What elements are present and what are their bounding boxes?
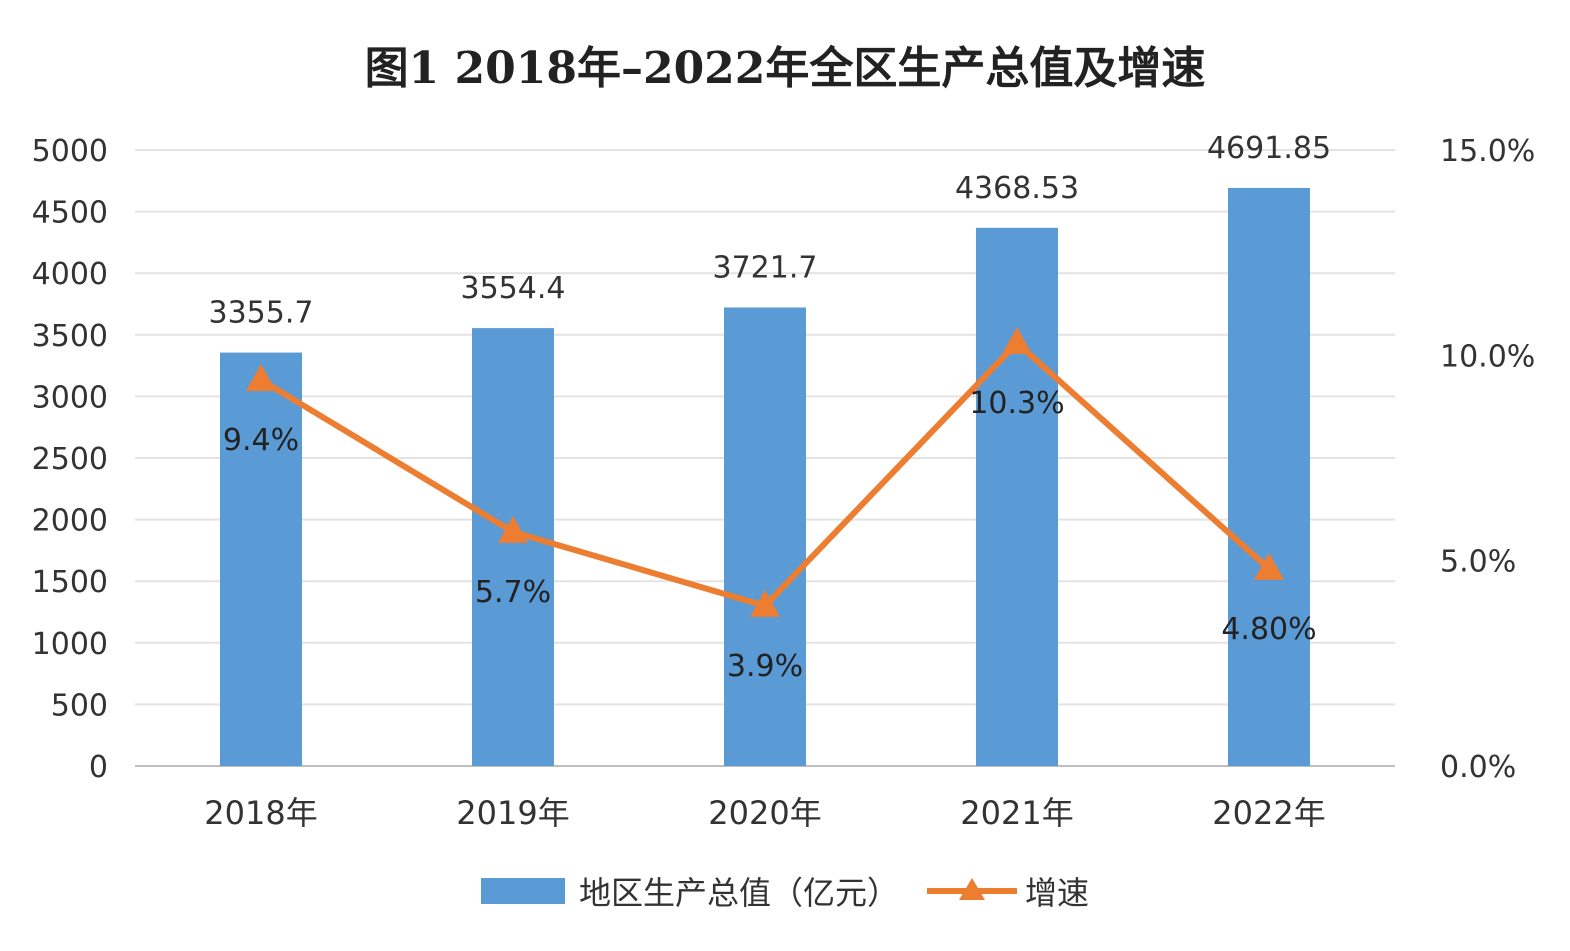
growth-marker xyxy=(1002,327,1032,355)
bar-data-label: 4368.53 xyxy=(955,171,1079,206)
bar-data-label: 3721.7 xyxy=(713,250,818,285)
y-right-tick-label: 10.0% xyxy=(1440,339,1535,374)
y-left-tick-label: 3000 xyxy=(32,380,108,415)
x-axis: 2018年 2019年 2020年 2021年 2022年 xyxy=(204,794,1325,832)
x-tick-label: 2021年 xyxy=(960,794,1073,832)
y-left-tick-label: 500 xyxy=(51,688,108,723)
y-left-tick-label: 0 xyxy=(89,750,108,785)
bar-data-label: 4691.85 xyxy=(1207,131,1331,166)
legend-item-gdp: 地区生产总值（亿元） xyxy=(480,868,899,914)
y-axis-left: 0 500 1000 1500 2000 2500 3000 3500 4000 4500 5000 xyxy=(32,134,108,785)
growth-marker xyxy=(498,515,528,543)
y-right-tick-label: 5.0% xyxy=(1440,545,1516,580)
line-labels: 9.4% 5.7% 3.9% 10.3% 4.80% xyxy=(223,386,1317,684)
growth-marker xyxy=(246,363,276,391)
growth-marker xyxy=(750,589,780,617)
bar-series xyxy=(220,187,1310,766)
line-data-label: 3.9% xyxy=(727,649,803,684)
y-left-tick-label: 4000 xyxy=(32,257,108,292)
bar xyxy=(976,227,1058,766)
bar xyxy=(724,307,806,766)
y-right-tick-label: 0.0% xyxy=(1440,750,1516,785)
y-left-tick-label: 3500 xyxy=(32,319,108,354)
y-left-tick-label: 1000 xyxy=(32,627,108,662)
line-series xyxy=(246,327,1284,617)
line-data-label: 10.3% xyxy=(969,386,1064,421)
line-data-label: 4.80% xyxy=(1221,612,1316,647)
bar xyxy=(1228,187,1310,766)
line-data-label: 9.4% xyxy=(223,423,299,458)
bar-data-label: 3355.7 xyxy=(209,296,314,331)
y-right-tick-label: 15.0% xyxy=(1440,134,1535,169)
growth-marker xyxy=(1254,552,1284,580)
legend-line-swatch xyxy=(927,878,1017,900)
x-tick-label: 2019年 xyxy=(456,794,569,832)
y-left-tick-label: 5000 xyxy=(32,134,108,169)
y-left-tick-label: 1500 xyxy=(32,565,108,600)
x-tick-label: 2020年 xyxy=(708,794,821,832)
y-left-tick-label: 2000 xyxy=(32,504,108,539)
legend-label-gdp: 地区生产总值（亿元） xyxy=(578,874,899,912)
bar-data-label: 3554.4 xyxy=(461,271,566,306)
legend-item-growth: 增速 xyxy=(927,868,1089,914)
bar xyxy=(472,328,554,766)
y-left-tick-label: 2500 xyxy=(32,442,108,477)
bar xyxy=(220,352,302,766)
x-tick-label: 2018年 xyxy=(204,794,317,832)
chart-title: 图1 2018年–2022年全区生产总值及增速 xyxy=(364,43,1206,94)
line-data-label: 5.7% xyxy=(475,575,551,610)
legend-bar-swatch xyxy=(480,878,565,904)
legend: 地区生产总值（亿元） 增速 xyxy=(0,868,1570,914)
x-tick-label: 2022年 xyxy=(1212,794,1325,832)
y-left-tick-label: 4500 xyxy=(32,196,108,231)
legend-label-growth: 增速 xyxy=(1025,874,1090,912)
bar-labels: 3355.7 3554.4 3721.7 4368.53 4691.85 xyxy=(209,131,1332,331)
y-axis-right: 0.0% 5.0% 10.0% 15.0% xyxy=(1440,134,1535,785)
